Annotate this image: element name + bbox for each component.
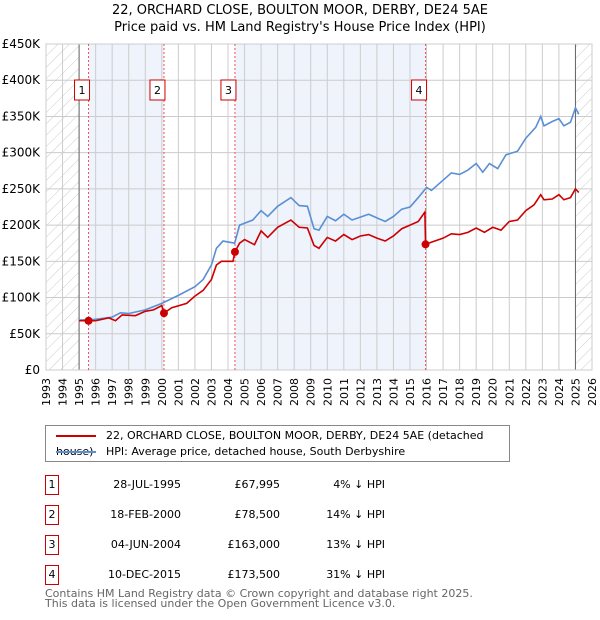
sale-number: 3 [45, 535, 59, 555]
x-tick-label: 2010 [321, 378, 334, 406]
sale-point [159, 309, 168, 318]
y-tick-label: £150K [2, 254, 42, 268]
x-tick-label: 2013 [371, 378, 384, 406]
chart-title: 22, ORCHARD CLOSE, BOULTON MOOR, DERBY, … [111, 3, 488, 18]
sale-point [421, 240, 430, 249]
x-tick-label: 1997 [106, 378, 119, 406]
x-tick-label: 2022 [520, 378, 533, 406]
sale-date: 28-JUL-1995 [113, 478, 181, 491]
sale-date: 04-JUN-2004 [110, 538, 181, 551]
sale-label: 2 [154, 84, 161, 97]
sale-price: £163,000 [227, 538, 281, 551]
footer: Contains HM Land Registry data © Crown c… [45, 587, 473, 610]
x-tick-label: 1993 [40, 378, 53, 406]
x-tick-label: 1996 [90, 378, 103, 406]
plot-border [45, 43, 593, 371]
x-tick-label: 1995 [73, 378, 86, 406]
sale-date: 10-DEC-2015 [107, 568, 181, 581]
x-tick-label: 2023 [536, 378, 549, 406]
x-tick-label: 2004 [222, 378, 235, 406]
sale-label: 4 [416, 84, 423, 97]
price-chart: 1993 1994 1995 1996 1997 1998 1999 2000 2001 2002… [2, 37, 599, 406]
x-tick-label: 2021 [503, 378, 516, 406]
x-tick-label: 2015 [404, 378, 417, 406]
sale-price: £173,500 [227, 568, 281, 581]
x-tick-label: 2003 [205, 378, 218, 406]
legend-label: HPI: Average price, detached house, Sout… [106, 445, 406, 458]
y-tick-label: £450K [2, 37, 42, 51]
sale-label-box [149, 79, 166, 101]
x-tick-label: 2011 [338, 378, 351, 406]
sale-price: £78,500 [234, 508, 281, 521]
series-line [79, 187, 580, 322]
x-tick-label: 1999 [139, 378, 152, 406]
x-tick-label: 2002 [189, 378, 202, 406]
chart-subtitle: Price paid vs. HM Land Registry's House … [114, 20, 486, 35]
x-tick-label: 2024 [553, 378, 566, 406]
y-tick-label: £350K [2, 109, 42, 123]
sale-row: 3 04-JUN-2004 £163,000 13% ↓ HPI [45, 535, 445, 555]
x-tick-label: 2006 [255, 378, 268, 406]
sale-row: 1 28-JUL-1995 £67,995 4% ↓ HPI [45, 475, 445, 495]
x-tick-label: 2005 [239, 378, 252, 406]
sale-number: 2 [45, 505, 59, 525]
sale-row: 4 10-DEC-2015 £173,500 31% ↓ HPI [45, 565, 445, 585]
sale-hpi-diff: 31% ↓ HPI [326, 568, 385, 581]
sale-date: 18-FEB-2000 [110, 508, 181, 521]
footer-line: This data is licensed under the Open Gov… [45, 597, 396, 610]
x-tick-label: 2019 [470, 378, 483, 406]
y-tick-label: £0 [25, 363, 40, 377]
sale-label: 3 [225, 84, 232, 97]
series-line [79, 105, 580, 321]
x-tick-label: 2025 [569, 378, 582, 406]
sale-label: 1 [79, 84, 86, 97]
x-tick-label: 2001 [172, 378, 185, 406]
y-tick-label: £200K [2, 218, 42, 232]
sale-price: £67,995 [234, 478, 281, 491]
x-tick-label: 2026 [586, 378, 599, 406]
y-tick-label: £250K [2, 182, 42, 196]
legend: 22, ORCHARD CLOSE, BOULTON MOOR, DERBY, … [45, 425, 510, 462]
x-tick-label: 2007 [272, 378, 285, 406]
sale-point [84, 316, 93, 325]
x-tick-label: 2009 [305, 378, 318, 406]
legend-item-hpi: HPI: Average price, detached house, Sout… [56, 444, 405, 460]
legend-item-property: 22, ORCHARD CLOSE, BOULTON MOOR, DERBY, … [56, 428, 509, 458]
sale-hpi-diff: 14% ↓ HPI [326, 508, 385, 521]
sale-label-box [74, 79, 91, 101]
sale-label-box [411, 79, 428, 101]
x-tick-label: 2016 [421, 378, 434, 406]
shaded-band [234, 44, 426, 370]
hatch-after [575, 44, 592, 370]
y-tick-label: £300K [2, 146, 42, 160]
x-tick-label: 2012 [354, 378, 367, 406]
x-tick-label: 2018 [454, 378, 467, 406]
x-tick-label: 1998 [123, 378, 136, 406]
y-tick-label: £50K [9, 327, 41, 341]
sale-row: 2 18-FEB-2000 £78,500 14% ↓ HPI [45, 505, 445, 525]
x-tick-label: 2000 [156, 378, 169, 406]
sale-label-box [220, 79, 237, 101]
sale-hpi-diff: 4% ↓ HPI [333, 478, 385, 491]
x-tick-label: 2020 [487, 378, 500, 406]
footer-line: Contains HM Land Registry data © Crown c… [45, 587, 473, 600]
sale-number: 1 [45, 475, 59, 495]
x-tick-label: 2017 [437, 378, 450, 406]
y-tick-label: £100K [2, 291, 42, 305]
x-tick-label: 1994 [57, 378, 70, 406]
x-tick-label: 2008 [288, 378, 301, 406]
sale-number: 4 [45, 565, 59, 585]
y-tick-label: £400K [2, 73, 42, 87]
sale-hpi-diff: 13% ↓ HPI [326, 538, 385, 551]
sale-point [230, 247, 239, 256]
x-tick-label: 2014 [387, 378, 400, 406]
